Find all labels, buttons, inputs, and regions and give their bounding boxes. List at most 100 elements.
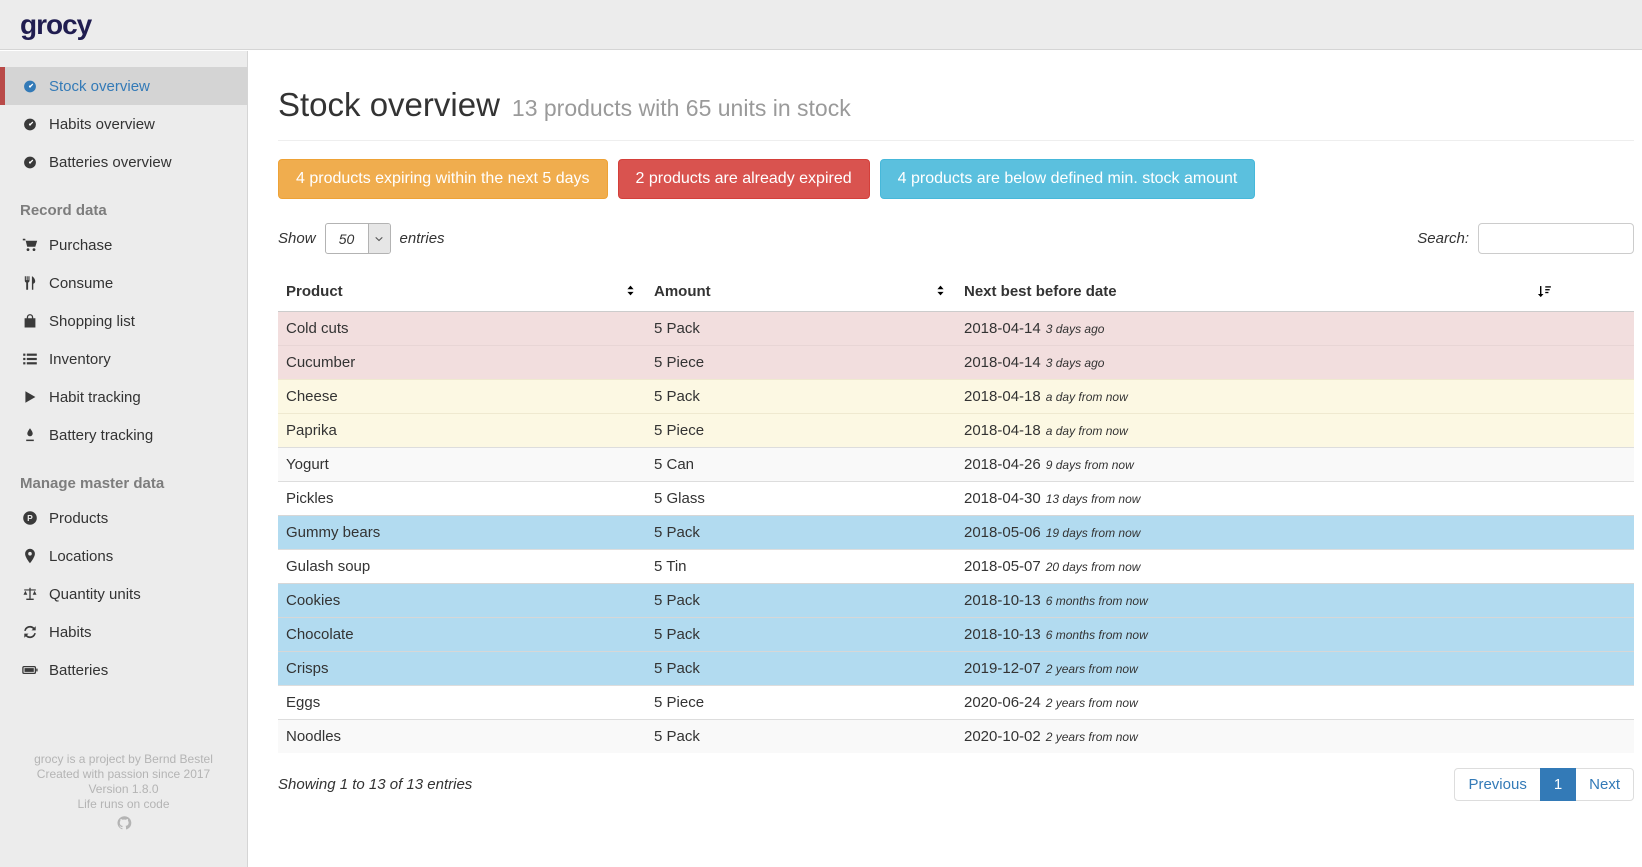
sync-icon [22, 624, 38, 640]
previous-page-button[interactable]: Previous [1454, 768, 1541, 801]
product-cell: Cookies [278, 583, 646, 618]
table-row: Gulash soup 5 Tin 2018-05-07 20 days from n… [278, 549, 1634, 584]
page-length-select[interactable]: 50 [324, 223, 391, 254]
sidebar-item-products[interactable]: Products [0, 499, 247, 537]
table-row: Cucumber 5 Piece 2018-04-14 3 days ago [278, 345, 1634, 380]
actions-cell [1531, 651, 1634, 686]
sidebar-item-battery-tracking[interactable]: Battery tracking [0, 416, 247, 454]
amount-cell: 5 Piece [646, 413, 956, 448]
sidebar-item-batteries-overview[interactable]: Batteries overview [0, 143, 247, 181]
bbd-relative: a day from now [1045, 390, 1128, 404]
sidebar-nav: Stock overview Habits overview Batteries o… [0, 51, 247, 689]
amount-cell: 5 Pack [646, 311, 956, 346]
sidebar-item-stock-overview[interactable]: Stock overview [0, 67, 247, 105]
map-marker-icon [22, 548, 38, 564]
sidebar-section-header: Manage master data [20, 475, 165, 492]
sidebar-item-label: Habit tracking [49, 388, 141, 406]
app-logo[interactable]: grocy [20, 9, 92, 40]
bbd-date: 2018-04-14 [964, 354, 1041, 371]
search-input[interactable] [1478, 223, 1634, 254]
page-number-button[interactable]: 1 [1539, 768, 1577, 801]
table-row: Cold cuts 5 Pack 2018-04-14 3 days ago [278, 311, 1634, 346]
sidebar-item-label: Consume [49, 274, 114, 292]
bbd-relative: 3 days ago [1045, 356, 1105, 370]
sidebar-footer-line: Version 1.8.0 [88, 782, 159, 796]
column-header-next-best-before-date[interactable]: Next best before date [956, 274, 1531, 312]
sort-amount-icon [1537, 284, 1552, 299]
bbd-relative: 2 years from now [1045, 730, 1138, 744]
utensils-icon [22, 275, 38, 291]
amount-cell: 5 Piece [646, 345, 956, 380]
sidebar-item-batteries[interactable]: Batteries [0, 651, 247, 689]
sidebar-item-quantity-units[interactable]: Quantity units [0, 575, 247, 613]
actions-cell [1531, 481, 1634, 516]
table-row: Chocolate 5 Pack 2018-10-13 6 months from n… [278, 617, 1634, 652]
page-title: Stock overview [278, 86, 500, 123]
sidebar-item-locations[interactable]: Locations [0, 537, 247, 575]
best-before-cell: 2018-10-13 6 months from now [956, 617, 1531, 652]
bbd-relative: 9 days from now [1045, 458, 1134, 472]
search-label: Search: [1417, 230, 1469, 247]
best-before-cell: 2018-04-14 3 days ago [956, 311, 1531, 346]
sidebar-item-habit-tracking[interactable]: Habit tracking [0, 378, 247, 416]
bbd-date: 2020-10-02 [964, 728, 1041, 745]
sidebar-footer-line: Life runs on code [77, 797, 170, 811]
show-label: Show [278, 230, 316, 247]
bbd-relative: 2 years from now [1045, 696, 1138, 710]
alert-info-button[interactable]: 4 products are below defined min. stock … [879, 159, 1256, 199]
actions-cell [1531, 549, 1634, 584]
page-subtitle: 13 products with 65 units in stock [511, 95, 851, 121]
product-cell: Eggs [278, 685, 646, 720]
alert-warning-button[interactable]: 4 products expiring within the next 5 da… [278, 159, 608, 199]
page-head: Stock overview 13 products with 65 units… [278, 86, 1634, 124]
entries-info: Showing 1 to 13 of 13 entries [278, 776, 473, 793]
table-row: Paprika 5 Piece 2018-04-18 a day from now [278, 413, 1634, 448]
bbd-date: 2018-05-07 [964, 558, 1041, 575]
sidebar-footer: grocy is a project by Bernd Bestel Create… [0, 752, 247, 835]
best-before-cell: 2019-12-07 2 years from now [956, 651, 1531, 686]
sidebar-item-label: Habits [49, 623, 92, 641]
actions-cell [1531, 515, 1634, 550]
sidebar-item-habits[interactable]: Habits [0, 613, 247, 651]
main-content: Stock overview 13 products with 65 units… [249, 51, 1642, 867]
play-icon [22, 389, 38, 405]
best-before-cell: 2018-04-18 a day from now [956, 413, 1531, 448]
table-row: Cheese 5 Pack 2018-04-18 a day from now [278, 379, 1634, 414]
product-cell: Paprika [278, 413, 646, 448]
sidebar-item-label: Quantity units [49, 585, 141, 603]
select-arrow [367, 224, 390, 253]
product-cell: Noodles [278, 719, 646, 753]
table-head: Product Amount Next best before date [278, 274, 1634, 312]
bbd-relative: 6 months from now [1045, 594, 1148, 608]
table-row: Eggs 5 Piece 2020-06-24 2 years from now [278, 685, 1634, 720]
sidebar-item-purchase[interactable]: Purchase [0, 226, 247, 264]
sidebar-item-shopping-list[interactable]: Shopping list [0, 302, 247, 340]
table-row: Noodles 5 Pack 2020-10-02 2 years from now [278, 719, 1634, 753]
bbd-date: 2020-06-24 [964, 694, 1041, 711]
next-page-button[interactable]: Next [1575, 768, 1634, 801]
actions-cell [1531, 719, 1634, 753]
github-link[interactable] [116, 815, 132, 835]
table-row: Crisps 5 Pack 2019-12-07 2 years from now [278, 651, 1634, 686]
bbd-date: 2018-10-13 [964, 626, 1041, 643]
product-cell: Crisps [278, 651, 646, 686]
sidebar-item-label: Products [49, 509, 109, 527]
balance-scale-icon [22, 586, 38, 602]
column-label: Amount [654, 283, 711, 300]
sidebar-item-consume[interactable]: Consume [0, 264, 247, 302]
sidebar-item-habits-overview[interactable]: Habits overview [0, 105, 247, 143]
header-row: Product Amount Next best before date [278, 274, 1634, 312]
column-header-sort[interactable] [1531, 274, 1634, 312]
sidebar-item-inventory[interactable]: Inventory [0, 340, 247, 378]
table-footer: Showing 1 to 13 of 13 entries Previous 1… [278, 768, 1634, 801]
alert-danger-button[interactable]: 2 products are already expired [617, 159, 870, 199]
sidebar-item-label: Battery tracking [49, 426, 154, 444]
stock-table: Product Amount Next best before date Cold … [278, 274, 1634, 753]
amount-cell: 5 Piece [646, 685, 956, 720]
list-icon [22, 351, 38, 367]
pagination: Previous 1 Next [1454, 768, 1634, 801]
bbd-relative: 3 days ago [1045, 322, 1105, 336]
column-header-product[interactable]: Product [278, 274, 646, 312]
column-header-amount[interactable]: Amount [646, 274, 956, 312]
amount-cell: 5 Pack [646, 651, 956, 686]
